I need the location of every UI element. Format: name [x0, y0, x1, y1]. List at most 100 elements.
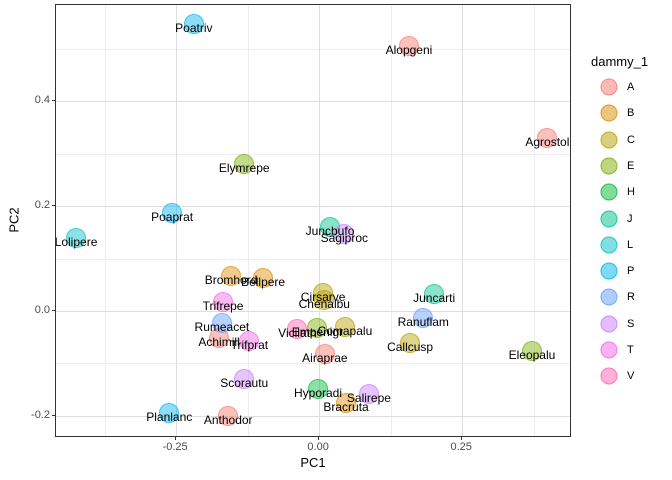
point-label-salirepe: Salirepe — [346, 390, 391, 405]
legend-key-A — [600, 78, 618, 96]
point-label-ranuflam: Ranuflam — [397, 314, 449, 329]
point-label-bellpere: Bellpere — [241, 274, 286, 289]
point-label-juncarti: Juncarti — [413, 291, 456, 306]
minor-gridline-horizontal — [56, 258, 570, 260]
major-gridline-vertical — [462, 5, 464, 436]
data-point-sagiproc — [334, 223, 355, 244]
major-gridline-horizontal — [56, 206, 570, 208]
x-tick-label: -0.25 — [162, 441, 188, 453]
legend-key-E — [600, 157, 618, 175]
point-label-empenigr: Empenigr — [291, 324, 344, 339]
data-point-anthodor — [218, 405, 239, 426]
data-point-callcusp — [400, 333, 421, 353]
legend-label-S: S — [627, 317, 635, 330]
point-label-sagiproc: Sagiproc — [320, 230, 368, 245]
y-axis-title: PC2 — [6, 207, 22, 233]
data-point-airaprae — [314, 344, 335, 365]
legend-title: dammy_1 — [591, 54, 649, 69]
x-tick-mark — [175, 437, 177, 440]
data-point-empenigr — [307, 317, 328, 338]
point-label-chenalbu: Chenalbu — [298, 296, 350, 311]
x-tick-mark — [318, 437, 320, 440]
legend-label-T: T — [627, 344, 634, 356]
legend-key-V — [600, 367, 618, 385]
minor-gridline-vertical — [533, 5, 535, 436]
point-label-poaprat: Poaprat — [151, 209, 194, 224]
major-gridline-vertical — [319, 5, 321, 436]
point-label-cirsarve: Cirsarve — [300, 290, 346, 305]
point-label-lolipere: Lolipere — [55, 235, 98, 250]
y-tick-mark — [52, 100, 55, 102]
legend-key-B — [600, 104, 618, 122]
data-point-bellpere — [253, 267, 274, 288]
legend-key-L — [600, 236, 618, 254]
point-label-hyporadi: Hyporadi — [293, 386, 343, 401]
x-tick-mark — [461, 437, 463, 440]
point-label-eleopalu: Eleopalu — [508, 347, 556, 362]
y-tick-label: -0.2 — [31, 408, 50, 421]
legend-key-R — [600, 288, 618, 306]
point-label-achimill: Achimill — [198, 334, 240, 349]
data-point-salirepe — [358, 383, 379, 404]
x-tick-label: 0.25 — [450, 441, 472, 453]
point-label-callcusp: Callcusp — [387, 340, 434, 354]
data-point-agrostol — [537, 127, 558, 148]
data-point-planlanc — [159, 402, 180, 423]
data-point-trifrepe — [213, 292, 234, 313]
major-gridline-horizontal — [56, 310, 570, 312]
point-label-bracruta: Bracruta — [323, 399, 369, 414]
data-point-scorautu — [234, 369, 255, 390]
data-point-alopgeni — [398, 35, 419, 56]
point-label-vicilath: Vicilath — [278, 325, 317, 340]
y-tick-mark — [52, 414, 55, 416]
y-tick-label: 0.0 — [34, 303, 50, 316]
point-label-trifrepe: Trifrepe — [202, 299, 244, 314]
point-label-airaprae: Airaprae — [302, 351, 348, 366]
data-point-poaprat — [162, 202, 183, 223]
legend-key-J — [600, 210, 618, 227]
point-label-anthodor: Anthodor — [203, 412, 253, 427]
legend-label-C: C — [627, 133, 635, 146]
data-point-poatriv — [183, 13, 204, 34]
point-label-juncbufo: Juncbufo — [305, 224, 355, 238]
legend-label-B: B — [627, 107, 635, 120]
legend-key-S — [600, 315, 618, 333]
major-gridline-horizontal — [56, 415, 570, 417]
data-point-juncarti — [424, 284, 445, 305]
legend-label-P: P — [627, 265, 635, 278]
point-label-poatriv: Poatriv — [175, 20, 213, 35]
y-tick-mark — [52, 309, 55, 311]
y-tick-label: 0.2 — [34, 199, 50, 212]
x-tick-label: 0.00 — [307, 441, 329, 453]
data-point-vicilath — [287, 318, 308, 339]
legend-label-V: V — [627, 370, 635, 383]
data-point-cirsarve — [313, 283, 334, 304]
minor-gridline-horizontal — [56, 363, 570, 365]
minor-gridline-vertical — [247, 5, 249, 436]
minor-gridline-horizontal — [56, 153, 570, 155]
point-label-trifprat: Trifprat — [230, 337, 269, 352]
legend-label-E: E — [627, 159, 635, 172]
data-point-trifprat — [239, 330, 260, 351]
legend-label-L: L — [627, 238, 634, 251]
legend-label-H: H — [627, 186, 635, 199]
point-label-comapalu: Comapalu — [317, 323, 373, 338]
plot-panel: Achimill Agrostol Airaprae Alopgeni Anthodor… — [55, 4, 571, 437]
point-label-agrostol: Agrostol — [525, 134, 570, 149]
point-label-scorautu: Scorautu — [220, 376, 269, 391]
point-label-alopgeni: Alopgeni — [385, 42, 433, 57]
legend-key-C — [600, 131, 618, 149]
data-point-rumeacet — [211, 313, 232, 334]
legend-label-R: R — [627, 291, 635, 304]
data-point-comapalu — [334, 316, 355, 337]
minor-gridline-vertical — [390, 5, 392, 436]
major-gridline-horizontal — [56, 101, 570, 103]
legend-label-J: J — [627, 212, 633, 225]
legend-key-P — [600, 262, 618, 280]
point-label-rumeacet: Rumeacet — [194, 320, 250, 335]
minor-gridline-horizontal — [56, 48, 570, 50]
minor-gridline-vertical — [104, 5, 106, 436]
legend-key-H — [600, 183, 618, 201]
data-point-bromhord — [221, 265, 242, 286]
